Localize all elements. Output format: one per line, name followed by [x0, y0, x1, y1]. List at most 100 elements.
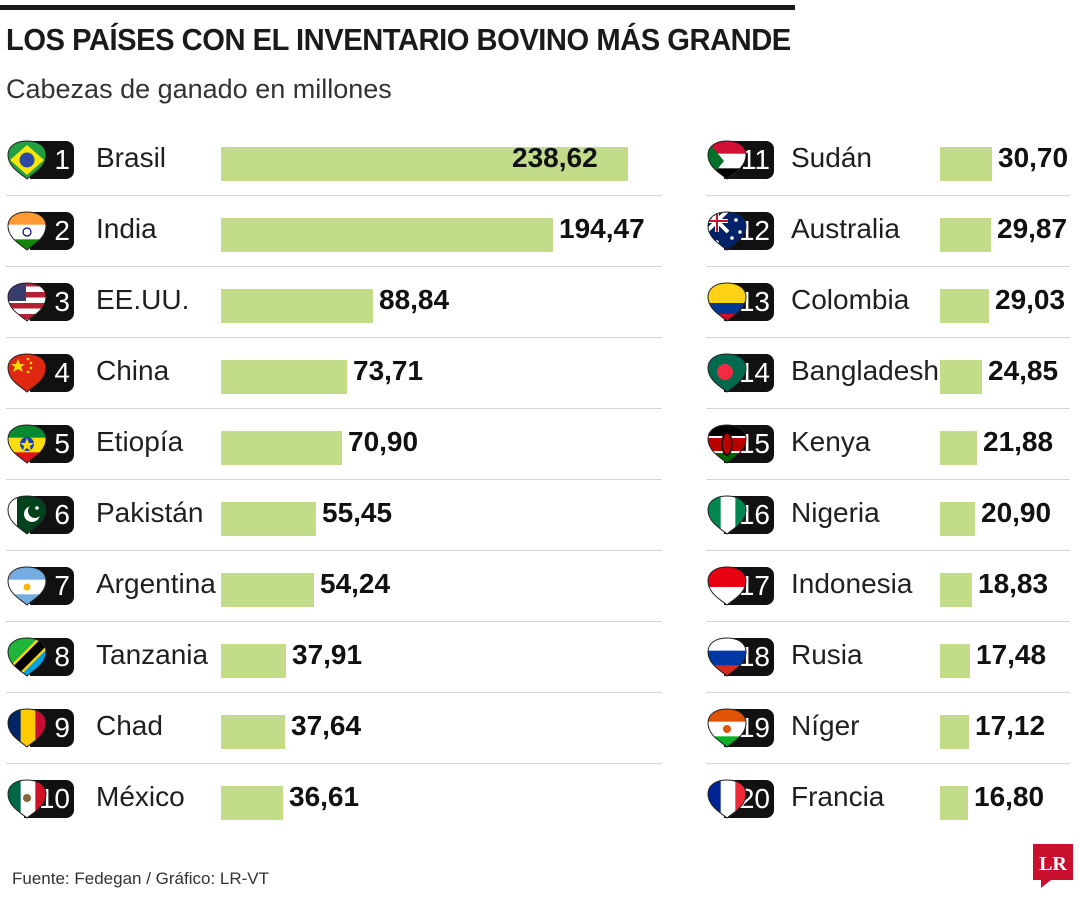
sudan-flag-icon [707, 140, 747, 180]
value-label: 70,90 [348, 426, 419, 457]
rank-badge: 8 [6, 636, 74, 678]
value-label: 17,48 [976, 639, 1047, 670]
row-separator [6, 692, 662, 693]
value-label: 88,84 [379, 284, 450, 315]
ranking-row: 9 Chad 37,64 [6, 693, 662, 764]
country-name: Pakistán [96, 497, 204, 528]
ranking-row: 14 Bangladesh 24,85 [706, 338, 1070, 409]
brazil-flag-icon [7, 140, 47, 180]
bar [940, 786, 968, 820]
country-name: China [96, 355, 170, 386]
ranking-row: 16 Nigeria 20,90 [706, 480, 1070, 551]
rank-badge: 16 [706, 494, 774, 536]
ranking-row: 1 Brasil 238,62 [6, 125, 662, 196]
value-label: 55,45 [322, 497, 393, 528]
bar [940, 573, 972, 607]
bar [221, 786, 283, 820]
row-separator [6, 408, 662, 409]
russia-flag-icon [707, 637, 747, 677]
rank-badge: 11 [706, 139, 774, 181]
china-flag-icon [7, 353, 47, 393]
row-separator [706, 692, 1070, 693]
rank-badge: 20 [706, 778, 774, 820]
row-separator [6, 195, 662, 196]
bar [940, 715, 969, 749]
rank-badge: 19 [706, 707, 774, 749]
ranking-row: 13 Colombia 29,03 [706, 267, 1070, 338]
lr-logo-text: LR [1039, 853, 1067, 875]
bar [221, 147, 628, 181]
value-label: 17,12 [975, 710, 1046, 741]
rank-badge: 7 [6, 565, 74, 607]
rank-badge: 2 [6, 210, 74, 252]
ranking-row: 5 Etiopía 70,90 [6, 409, 662, 480]
value-label: 29,87 [997, 213, 1068, 244]
bar [221, 502, 316, 536]
rank-number: 3 [30, 283, 74, 321]
value-label: 37,64 [291, 710, 362, 741]
rank-badge: 18 [706, 636, 774, 678]
ranking-row: 12 Australia 29,87 [706, 196, 1070, 267]
value-label: 30,70 [998, 142, 1069, 173]
country-name: Sudán [791, 142, 872, 173]
bar [221, 360, 347, 394]
rank-badge: 13 [706, 281, 774, 323]
ranking-row: 3 EE.UU. 88,84 [6, 267, 662, 338]
value-label: 54,24 [320, 568, 391, 599]
ranking-row: 6 Pakistán 55,45 [6, 480, 662, 551]
country-name: Argentina [96, 568, 216, 599]
mexico-flag-icon [7, 779, 47, 819]
rank-badge: 17 [706, 565, 774, 607]
rank-badge: 15 [706, 423, 774, 465]
country-name: Rusia [791, 639, 863, 670]
chad-flag-icon [7, 708, 47, 748]
bar [940, 289, 989, 323]
value-label: 16,80 [974, 781, 1045, 812]
row-separator [706, 337, 1070, 338]
india-flag-icon [7, 211, 47, 251]
country-name: Brasil [96, 142, 167, 173]
row-separator [6, 266, 662, 267]
row-separator [706, 195, 1070, 196]
rank-badge: 3 [6, 281, 74, 323]
pakistan-flag-icon [7, 495, 47, 535]
bar [221, 644, 286, 678]
bar [940, 431, 977, 465]
country-name: Colombia [791, 284, 910, 315]
colombia-flag-icon [707, 282, 747, 322]
row-separator [6, 763, 662, 764]
ranking-row: 2 India 194,47 [6, 196, 662, 267]
nigeria-flag-icon [707, 495, 747, 535]
ranking-row: 10 México 36,61 [6, 764, 662, 835]
row-separator [6, 550, 662, 551]
australia-flag-icon [707, 211, 747, 251]
country-name: México [96, 781, 185, 812]
chart-title: LOS PAÍSES CON EL INVENTARIO BOVINO MÁS … [6, 22, 791, 57]
country-name: EE.UU. [96, 284, 190, 315]
bar [221, 573, 314, 607]
country-name: Bangladesh [791, 355, 939, 386]
ranking-row: 4 China 73,71 [6, 338, 662, 409]
value-label: 18,83 [978, 568, 1049, 599]
row-separator [6, 479, 662, 480]
ranking-row: 8 Tanzania 37,91 [6, 622, 662, 693]
row-separator [706, 550, 1070, 551]
rank-badge: 9 [6, 707, 74, 749]
country-name: Kenya [791, 426, 871, 457]
top-rule [0, 5, 795, 10]
country-name: Francia [791, 781, 885, 812]
country-name: Etiopía [96, 426, 184, 457]
row-separator [706, 408, 1070, 409]
rank-badge: 12 [706, 210, 774, 252]
row-separator [6, 621, 662, 622]
country-name: India [96, 213, 157, 244]
value-label: 238,62 [512, 142, 598, 173]
tanzania-flag-icon [7, 637, 47, 677]
ethiopia-flag-icon [7, 424, 47, 464]
bar [940, 360, 982, 394]
rank-badge: 4 [6, 352, 74, 394]
row-separator [706, 266, 1070, 267]
value-label: 20,90 [981, 497, 1052, 528]
ranking-row: 19 Níger 17,12 [706, 693, 1070, 764]
bar [221, 715, 285, 749]
